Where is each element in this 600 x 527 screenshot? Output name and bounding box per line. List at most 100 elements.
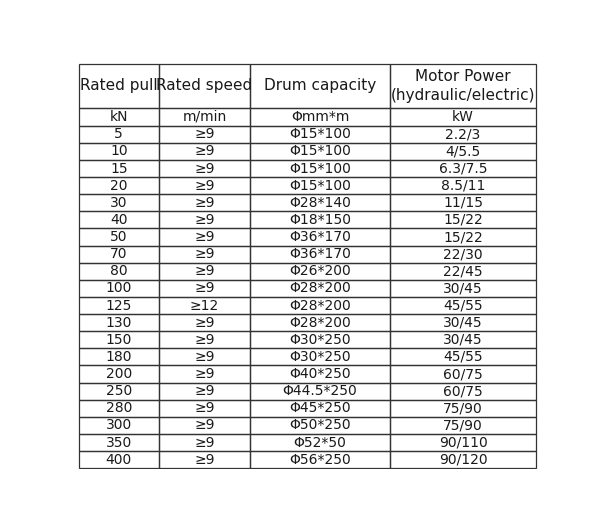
Bar <box>250 160 390 177</box>
Bar <box>250 297 390 314</box>
Text: ≥9: ≥9 <box>194 453 215 466</box>
Bar <box>250 383 390 399</box>
Text: 80: 80 <box>110 264 128 278</box>
Bar <box>250 143 390 160</box>
Bar <box>390 399 536 417</box>
Text: 150: 150 <box>106 333 132 347</box>
Bar <box>79 143 159 160</box>
Text: Φmm*m: Φmm*m <box>291 110 349 124</box>
Text: 22/45: 22/45 <box>443 264 483 278</box>
Bar <box>79 383 159 399</box>
Text: ≥9: ≥9 <box>194 435 215 450</box>
Bar <box>390 383 536 399</box>
Bar <box>159 365 250 383</box>
Text: Rated pull: Rated pull <box>80 79 158 93</box>
Bar <box>250 246 390 263</box>
Bar <box>79 383 159 399</box>
Text: 40: 40 <box>110 213 128 227</box>
Text: Φ28*140: Φ28*140 <box>289 196 351 210</box>
Bar <box>79 160 159 177</box>
Text: ≥9: ≥9 <box>194 264 215 278</box>
Text: Φ52*50: Φ52*50 <box>293 435 347 450</box>
Text: ≥9: ≥9 <box>194 418 215 433</box>
Bar <box>159 64 250 108</box>
Bar <box>79 126 159 143</box>
Bar <box>159 143 250 160</box>
Bar <box>159 246 250 263</box>
Bar <box>159 434 250 451</box>
Text: 8.5/11: 8.5/11 <box>441 179 485 193</box>
Bar <box>390 280 536 297</box>
Bar <box>390 451 536 468</box>
Bar <box>390 143 536 160</box>
Bar <box>159 331 250 348</box>
Bar <box>390 126 536 143</box>
Bar <box>159 194 250 211</box>
Bar <box>79 194 159 211</box>
Bar <box>250 365 390 383</box>
Bar <box>79 160 159 177</box>
Text: Φ28*200: Φ28*200 <box>289 281 351 296</box>
Bar <box>250 399 390 417</box>
Bar <box>390 314 536 331</box>
Bar <box>159 383 250 399</box>
Bar <box>250 263 390 280</box>
Bar <box>390 177 536 194</box>
Text: 45/55: 45/55 <box>443 350 483 364</box>
Text: ≥9: ≥9 <box>194 162 215 175</box>
Bar <box>79 211 159 229</box>
Bar <box>390 417 536 434</box>
Bar <box>390 314 536 331</box>
Bar <box>79 331 159 348</box>
Bar <box>250 194 390 211</box>
Text: Φ28*200: Φ28*200 <box>289 316 351 330</box>
Text: 30/45: 30/45 <box>443 281 483 296</box>
Text: ≥12: ≥12 <box>190 298 219 313</box>
Bar <box>79 399 159 417</box>
Bar <box>159 434 250 451</box>
Bar <box>159 348 250 365</box>
Text: Φ44.5*250: Φ44.5*250 <box>283 384 358 398</box>
Bar <box>79 108 159 126</box>
Text: 75/90: 75/90 <box>443 401 483 415</box>
Bar <box>159 177 250 194</box>
Bar <box>79 417 159 434</box>
Text: 125: 125 <box>106 298 132 313</box>
Bar <box>390 160 536 177</box>
Text: Φ15*100: Φ15*100 <box>289 144 351 159</box>
Bar <box>390 263 536 280</box>
Bar <box>79 143 159 160</box>
Bar <box>390 434 536 451</box>
Text: 250: 250 <box>106 384 132 398</box>
Bar <box>159 211 250 229</box>
Bar <box>250 365 390 383</box>
Bar <box>390 348 536 365</box>
Bar <box>159 399 250 417</box>
Bar <box>250 64 390 108</box>
Bar <box>79 64 159 108</box>
Bar <box>79 314 159 331</box>
Bar <box>79 246 159 263</box>
Text: 22/30: 22/30 <box>443 247 483 261</box>
Bar <box>79 280 159 297</box>
Bar <box>390 451 536 468</box>
Bar <box>390 331 536 348</box>
Bar <box>390 160 536 177</box>
Bar <box>390 246 536 263</box>
Text: Drum capacity: Drum capacity <box>264 79 376 93</box>
Bar <box>159 126 250 143</box>
Bar <box>159 280 250 297</box>
Text: 6.3/7.5: 6.3/7.5 <box>439 162 487 175</box>
Text: Φ56*250: Φ56*250 <box>289 453 351 466</box>
Bar <box>390 417 536 434</box>
Text: Φ18*150: Φ18*150 <box>289 213 351 227</box>
Text: ≥9: ≥9 <box>194 333 215 347</box>
Bar <box>159 383 250 399</box>
Bar <box>390 126 536 143</box>
Text: 30: 30 <box>110 196 128 210</box>
Bar <box>79 297 159 314</box>
Bar <box>250 211 390 229</box>
Text: Φ45*250: Φ45*250 <box>289 401 351 415</box>
Bar <box>79 434 159 451</box>
Bar <box>390 229 536 246</box>
